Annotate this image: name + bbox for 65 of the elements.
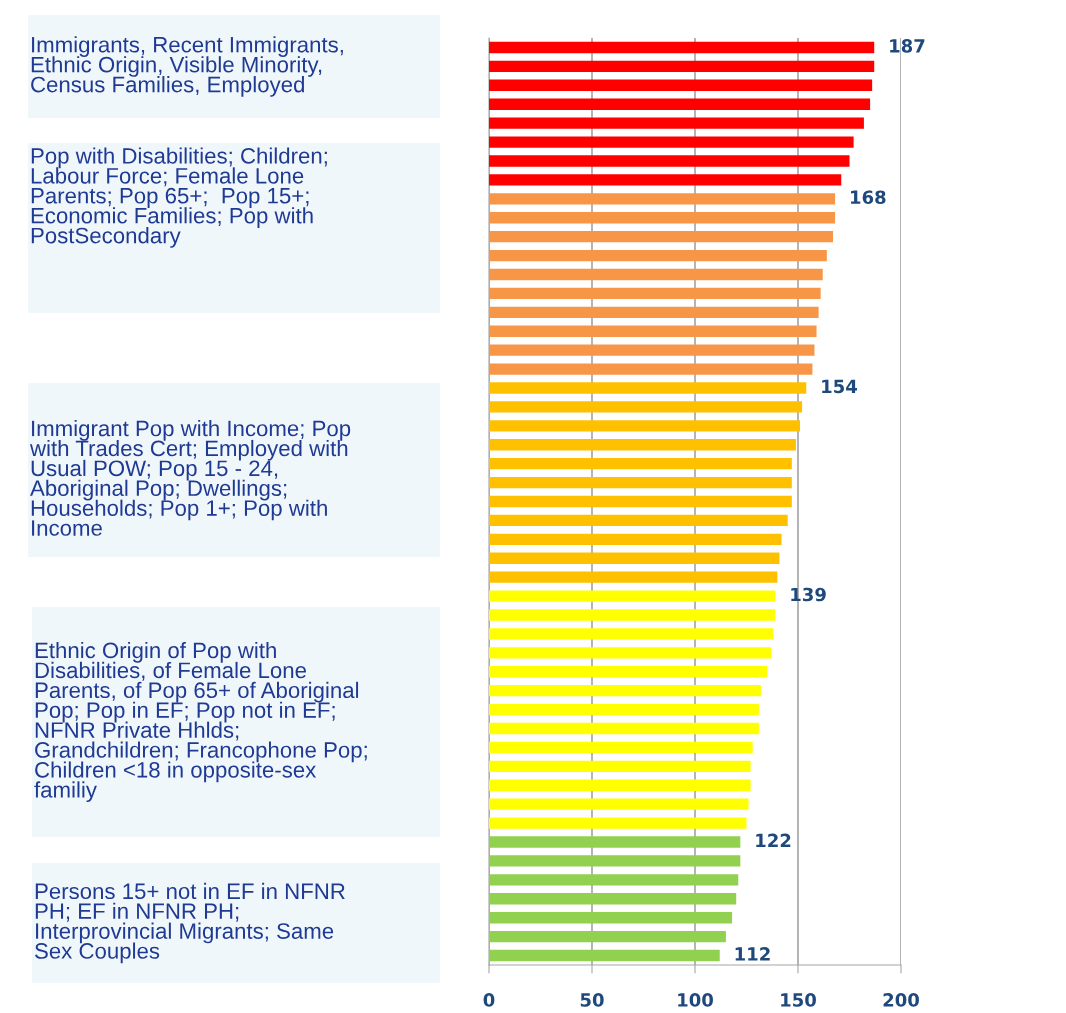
bar [489,647,772,659]
bar [489,760,751,773]
bar [489,401,803,413]
data-label: 154 [822,379,857,394]
bar [489,230,834,243]
x-tick-label: 150 [781,993,816,1007]
bar [489,798,749,810]
bar [489,439,796,451]
bar [489,533,782,546]
bar [489,193,836,205]
bar [489,98,871,110]
text: Persons 15+ not in EF in NFNR PH; EF in NFNR PH; Interprovincial Migrants; Same Sex Couples [35,882,345,964]
bar [489,495,792,508]
bar [489,117,864,129]
bar [489,571,778,583]
bar [489,552,780,564]
bar [489,249,827,262]
bar [489,60,875,73]
bar [489,476,792,489]
bar [489,382,807,394]
data-label: 112 [735,947,770,961]
bar [489,590,776,602]
bar [489,722,759,735]
text: Immigrants, Recent Immigrants, Ethnic Origin, Visible Minority, Census Families, Employed [31,36,343,97]
bar [489,363,813,375]
data-label: 122 [756,833,791,848]
bar [489,155,850,167]
bar [489,685,761,697]
bar [489,779,751,791]
bar [489,666,768,678]
bar [489,741,753,754]
x-tick-label: 50 [580,993,604,1007]
bar [489,287,821,300]
x-tick-label: 0 [483,993,495,1007]
bar [489,136,854,148]
x-tick-label: 100 [678,993,713,1007]
bar [489,930,726,943]
data-label: 187 [890,39,925,53]
data-label: 168 [851,190,886,205]
bar [489,817,747,829]
bar [489,949,720,962]
bar [489,893,737,905]
bar [489,41,875,54]
x-tick-label: 200 [883,993,919,1007]
bar [489,855,741,867]
bar [489,306,819,318]
bar [489,836,741,848]
bar [489,174,842,186]
bar [489,344,815,356]
bar [489,609,776,621]
bar [489,268,823,281]
bar [489,420,801,432]
bar [489,79,873,91]
data-label: 139 [791,587,826,602]
bar [489,628,774,640]
bar [489,325,817,337]
bar [489,703,759,716]
bar [489,874,739,886]
text: Immigrant Pop with Income; Pop with Trades Cert; Employed with Usual POW; Pop 15 - 24, Aboriginal Pop; Dwellings; Households; Pop 1+; Pop with Income [29,420,351,536]
bar [489,457,792,470]
bar [489,212,836,224]
bar [489,912,733,924]
text: Ethnic Origin of Pop with Disabilities, of Female Lone Parents, of Pop 65+ of Aboriginal Pop; Pop in EF; Pop not in EF; NFNR Private Hhlds; Grandchildren; Francophone Pop; Children <18 in opposite-sex familiy [34,641,367,803]
bar [489,514,788,527]
text: Pop with Disabilities; Children; Labour Force; Female Lone Parents; Pop 65+; Pop 15+; Economic Families; Pop with PostSecondary [31,147,327,248]
